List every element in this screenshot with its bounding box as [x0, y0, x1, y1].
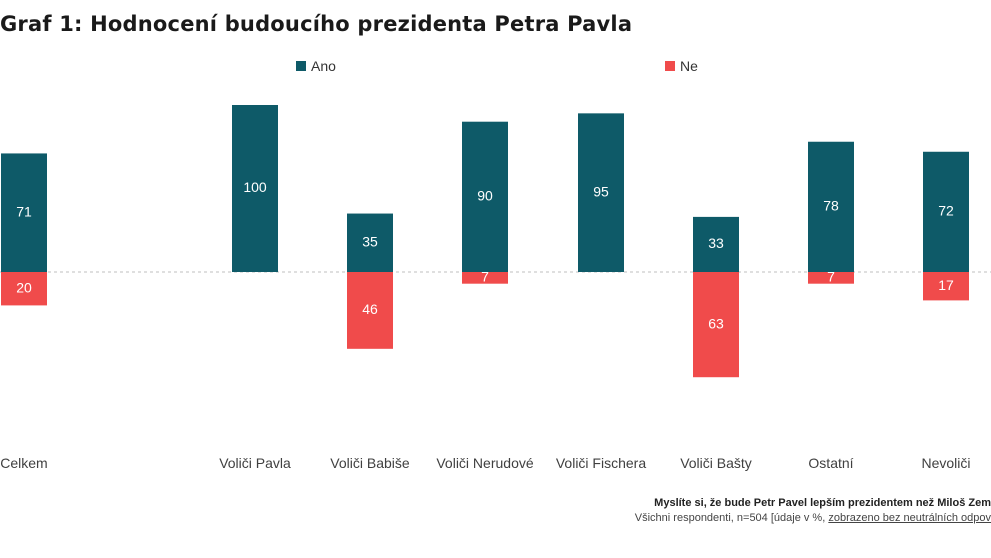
category-label: Voliči Babiše: [330, 455, 410, 471]
bar-ne: [462, 272, 508, 284]
bar-ano: [232, 105, 278, 272]
data-label-ano: 71: [16, 203, 32, 219]
bar-ne: [347, 272, 393, 349]
bar-ano: [462, 121, 508, 272]
data-label-ano: 72: [938, 203, 954, 219]
data-label-ne: 17: [938, 277, 954, 293]
legend-swatch-ne: [665, 61, 675, 71]
category-label: Voliči Pavla: [219, 455, 291, 471]
data-label-ne: 63: [708, 315, 724, 331]
data-label-ano: 78: [823, 198, 839, 214]
bar-ne: [808, 272, 854, 284]
category-label: Celkem: [0, 455, 47, 471]
data-label-ne: 7: [481, 269, 489, 285]
bar-ne: [1, 272, 47, 306]
legend-label-ano: Ano: [311, 58, 336, 74]
data-label-ano: 100: [243, 179, 267, 195]
survey-meta: Všichni respondenti, n=504 [údaje v %, z…: [571, 512, 991, 524]
category-label: Voliči Bašty: [680, 455, 752, 471]
survey-question: Myslíte si, že bude Petr Pavel lepším pr…: [654, 497, 991, 509]
bar-ano: [808, 141, 854, 272]
data-label-ne: 46: [362, 301, 378, 317]
legend-swatch-ano: [296, 61, 306, 71]
data-label-ne: 7: [827, 269, 835, 285]
data-label-ano: 90: [477, 188, 493, 204]
bar-ano: [578, 113, 624, 272]
category-label: Nevoliči: [921, 455, 970, 471]
legend-label-ne: Ne: [680, 58, 698, 74]
bar-ne: [693, 272, 739, 378]
footnote: Myslíte si, že bude Petr Pavel lepším pr…: [571, 497, 991, 524]
survey-meta-underlined: zobrazeno bez neutrálních odpov: [828, 512, 991, 524]
chart-title: Graf 1: Hodnocení budoucího prezidenta P…: [0, 12, 633, 36]
bar-ano: [923, 151, 969, 272]
data-label-ne: 20: [16, 279, 32, 295]
category-label: Voliči Nerudové: [436, 455, 533, 471]
data-label-ano: 95: [593, 183, 609, 199]
category-label: Voliči Fischera: [556, 455, 646, 471]
category-label: Ostatní: [808, 455, 853, 471]
bar-ne: [923, 272, 969, 301]
bar-ano: [693, 216, 739, 272]
data-label-ano: 35: [362, 233, 378, 249]
survey-meta-prefix: Všichni respondenti, n=504 [údaje v %,: [634, 512, 829, 524]
data-label-ano: 33: [708, 235, 724, 251]
bar-ano: [1, 153, 47, 272]
bar-ano: [347, 213, 393, 272]
